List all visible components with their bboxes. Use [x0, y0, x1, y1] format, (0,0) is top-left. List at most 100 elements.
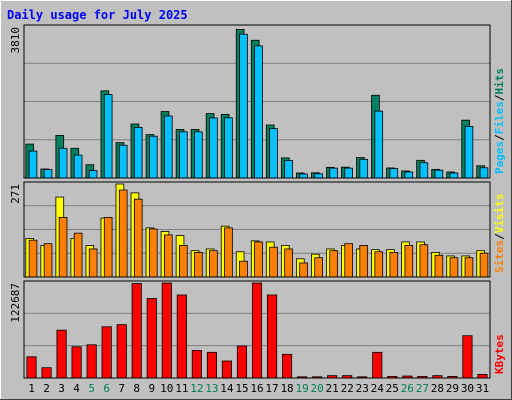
bar-sites-day-6 [103, 217, 113, 278]
x-tick-label-day-2: 2 [43, 382, 50, 395]
x-tick-label-day-4: 4 [73, 382, 80, 395]
bar-kbytes-day-16 [251, 282, 263, 379]
bar-kbytes-day-2 [41, 367, 52, 379]
bar-files-day-13 [209, 117, 218, 179]
x-tick-label-day-15: 15 [235, 382, 248, 395]
x-tick-label-day-17: 17 [265, 382, 278, 395]
bar-sites-day-9 [148, 228, 158, 278]
x-tick-label-day-9: 9 [148, 382, 155, 395]
bar-files-day-21 [329, 167, 338, 179]
x-tick-label-day-19: 19 [295, 382, 308, 395]
bar-sites-day-25 [389, 252, 399, 278]
bar-sites-day-11 [179, 245, 188, 278]
bar-files-day-26 [404, 171, 414, 179]
bar-kbytes-day-7 [116, 324, 127, 379]
bar-files-day-17 [269, 128, 278, 179]
series-label-separator: / [493, 94, 506, 101]
bar-files-day-5 [88, 170, 98, 179]
x-tick-label-day-24: 24 [371, 382, 385, 395]
bar-files-day-8 [133, 127, 143, 179]
bar-files-day-7 [118, 144, 128, 179]
series-label-files: Files [493, 101, 506, 134]
bar-files-day-30 [464, 125, 474, 179]
x-tick-label-day-3: 3 [58, 382, 65, 395]
bar-kbytes-day-18 [282, 353, 293, 379]
bar-files-day-18 [284, 160, 293, 179]
bar-kbytes-day-6 [101, 326, 112, 379]
bar-kbytes-day-30 [462, 335, 473, 379]
bar-kbytes-day-4 [71, 346, 82, 379]
x-tick-label-day-23: 23 [356, 382, 369, 395]
bar-sites-day-28 [434, 254, 444, 278]
bar-sites-day-23 [359, 245, 369, 278]
panel-2-ymax-label: 122687 [9, 283, 22, 323]
series-label-pages: Pages [493, 141, 506, 174]
panel-2-series-label: KBytes [493, 334, 506, 374]
bar-sites-day-16 [254, 241, 263, 278]
bar-sites-day-12 [194, 252, 203, 278]
bar-sites-day-4 [73, 232, 83, 278]
bar-sites-day-31 [479, 252, 489, 278]
bar-sites-day-10 [164, 234, 173, 278]
bar-sites-day-7 [118, 189, 128, 278]
series-label-separator: / [493, 134, 506, 141]
bar-files-day-1 [28, 150, 38, 179]
bar-sites-day-15 [239, 260, 248, 278]
x-tick-label-day-12: 12 [190, 382, 203, 395]
bar-kbytes-day-12 [191, 350, 202, 379]
bar-sites-day-27 [419, 244, 429, 278]
bar-sites-day-13 [209, 250, 218, 278]
bar-files-day-6 [103, 94, 113, 179]
x-tick-label-day-5: 5 [88, 382, 95, 395]
bar-sites-day-1 [28, 239, 38, 278]
bar-files-day-14 [224, 117, 233, 179]
panel-0-ymax-label: 3810 [9, 27, 22, 54]
bar-files-day-12 [194, 131, 203, 179]
x-tick-label-day-6: 6 [103, 382, 110, 395]
bar-files-day-3 [58, 147, 68, 179]
bar-files-day-29 [449, 172, 459, 179]
x-tick-label-day-30: 30 [461, 382, 474, 395]
bar-kbytes-day-13 [206, 351, 217, 379]
bar-files-day-24 [374, 110, 384, 179]
panel-0-series-label: Pages/Files/Hits [493, 68, 506, 174]
series-label-separator: / [493, 233, 506, 240]
x-tick-label-day-16: 16 [250, 382, 263, 395]
bar-files-day-20 [314, 173, 323, 179]
x-tick-label-day-14: 14 [220, 382, 234, 395]
bar-sites-day-2 [43, 243, 53, 278]
bar-files-day-10 [164, 115, 173, 179]
bar-sites-day-3 [58, 217, 68, 278]
bar-sites-day-26 [404, 245, 414, 278]
bar-sites-day-18 [284, 248, 293, 278]
bar-kbytes-day-24 [372, 351, 383, 379]
bar-files-day-2 [43, 169, 53, 179]
x-tick-label-day-11: 11 [175, 382, 188, 395]
bar-files-day-16 [254, 45, 263, 179]
bar-kbytes-day-17 [266, 294, 278, 379]
bar-files-day-11 [179, 131, 188, 179]
bar-sites-day-24 [374, 251, 384, 278]
bar-kbytes-day-8 [131, 283, 142, 379]
x-tick-label-day-1: 1 [28, 382, 35, 395]
bar-kbytes-day-1 [26, 356, 37, 379]
x-tick-label-day-25: 25 [386, 382, 399, 395]
x-tick-label-day-21: 21 [326, 382, 339, 395]
x-tick-label-day-22: 22 [341, 382, 354, 395]
bar-files-day-19 [299, 173, 308, 179]
chart-title: Daily usage for July 2025 [7, 8, 188, 22]
panel-2-border [23, 280, 491, 379]
bar-kbytes-day-10 [161, 282, 172, 379]
bar-sites-day-5 [88, 248, 98, 278]
bar-files-day-25 [389, 168, 399, 179]
panel-1-series-label: Sites/Visits [493, 194, 506, 274]
panel-0-border [23, 24, 491, 179]
series-label-kbytes: KBytes [493, 334, 506, 374]
bar-sites-day-30 [464, 257, 474, 278]
bar-files-day-31 [479, 167, 489, 179]
bar-kbytes-day-9 [146, 298, 157, 379]
bar-files-day-28 [434, 169, 444, 179]
series-label-sites: Sites [493, 240, 506, 273]
bar-files-day-15 [239, 33, 248, 179]
